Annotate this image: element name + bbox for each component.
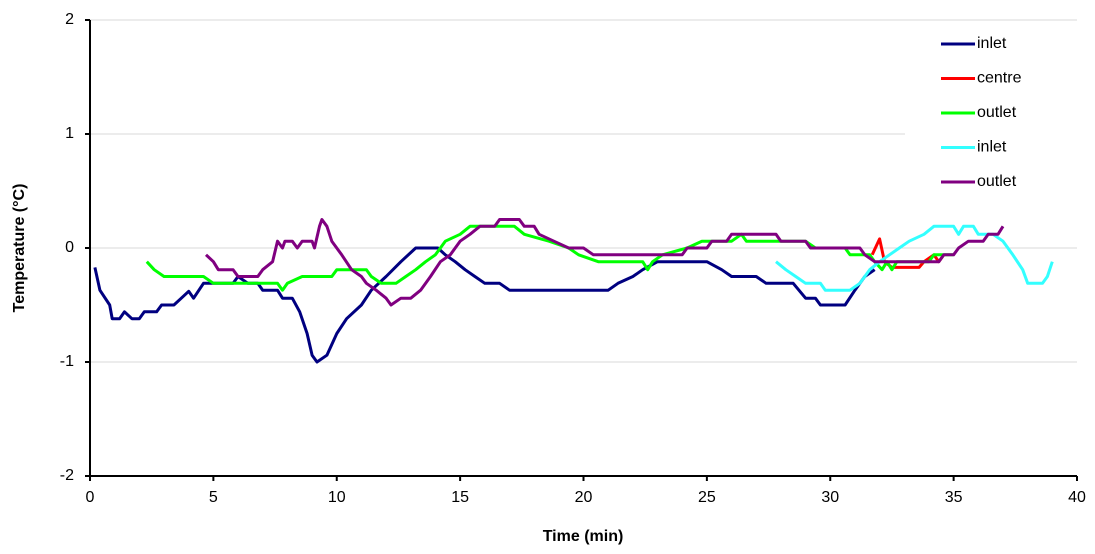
x-tick-label: 10 xyxy=(328,489,346,506)
x-tick-label: 25 xyxy=(698,489,716,506)
y-tick-label: 2 xyxy=(65,11,74,28)
y-tick-label: -1 xyxy=(60,353,74,370)
y-axis-label: Temperature (°C) xyxy=(11,184,28,313)
series-line xyxy=(870,237,946,269)
x-tick-label: 0 xyxy=(86,489,95,506)
x-tick-label: 5 xyxy=(209,489,218,506)
x-axis-label: Time (min) xyxy=(543,528,624,545)
series-line xyxy=(204,218,1005,307)
legend-label: inlet xyxy=(977,35,1007,52)
y-tick-label: 0 xyxy=(65,239,74,256)
x-tick-label: 40 xyxy=(1068,489,1086,506)
legend-box xyxy=(905,25,1077,200)
legend-label: inlet xyxy=(977,139,1007,156)
legend-label: outlet xyxy=(977,104,1017,121)
y-tick-label: 1 xyxy=(65,125,74,142)
legend-label: centre xyxy=(977,70,1022,87)
x-tick-label: 15 xyxy=(451,489,469,506)
series-line xyxy=(775,224,1054,292)
series-line xyxy=(145,224,954,292)
x-tick-label: 30 xyxy=(821,489,839,506)
y-tick-label: -2 xyxy=(60,467,74,484)
x-tick-label: 20 xyxy=(575,489,593,506)
legend-label: outlet xyxy=(977,173,1017,190)
x-tick-label: 35 xyxy=(945,489,963,506)
series-line xyxy=(93,246,876,364)
